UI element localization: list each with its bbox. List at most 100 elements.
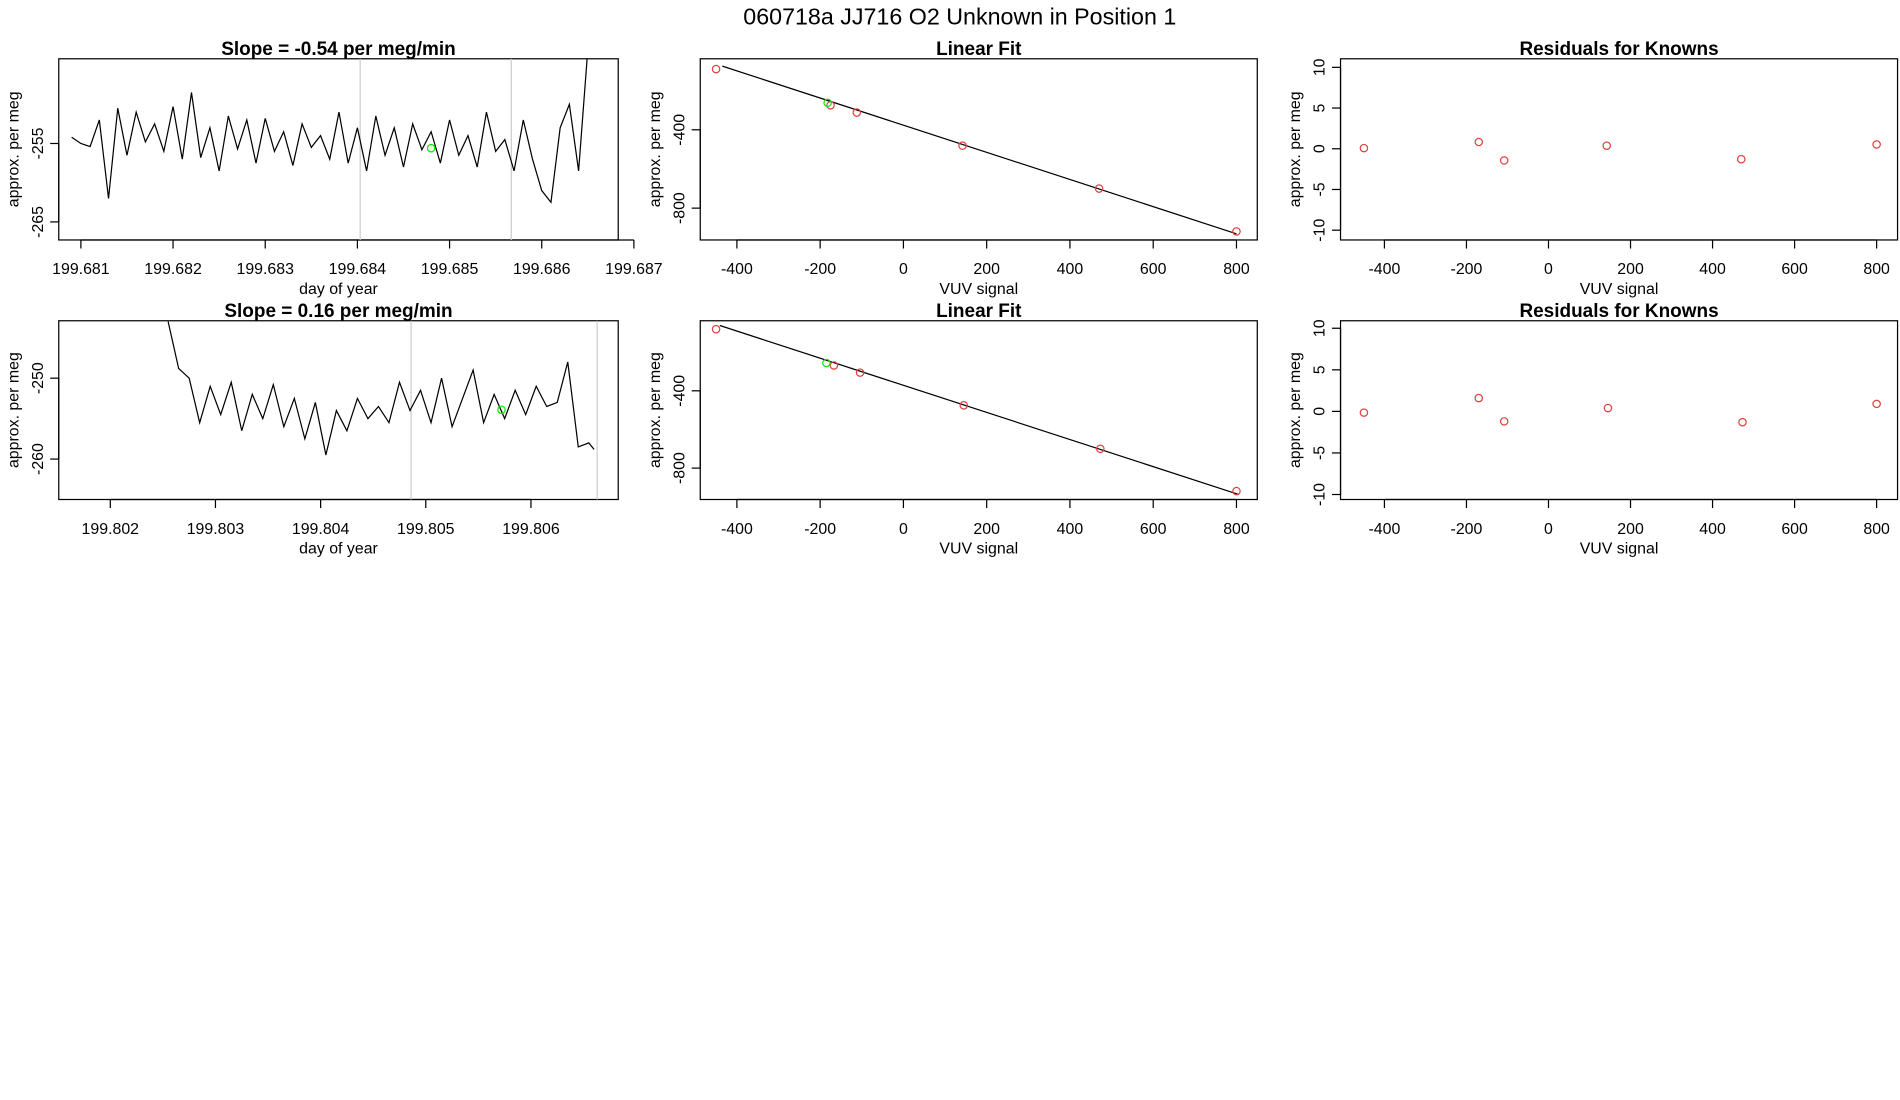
y-tick-label: -800	[671, 452, 688, 484]
x-tick-label: 800	[1223, 521, 1250, 538]
x-tick-label: 199.682	[144, 261, 202, 278]
data-point	[958, 141, 967, 150]
x-tick-label: 800	[1223, 261, 1250, 278]
data-point	[959, 401, 969, 410]
x-axis-label: day of year	[299, 540, 378, 557]
plot-area	[711, 64, 1241, 236]
x-tick-label: 400	[1057, 261, 1084, 278]
x-tick-label: 600	[1781, 261, 1808, 278]
data-point	[822, 358, 831, 368]
data-point	[855, 368, 865, 377]
x-tick-label: 600	[1781, 521, 1808, 538]
plot-box	[1339, 58, 1899, 241]
plot-box	[699, 58, 1258, 241]
panel-title: Residuals for Knowns	[1519, 301, 1718, 322]
figure-title: 060718a JJ716 O2 Unknown in Position 1	[743, 4, 1176, 30]
x-tick-label: -400	[721, 521, 753, 538]
y-tick-label: -255	[30, 127, 47, 159]
x-tick-label: 800	[1863, 521, 1890, 538]
x-axis-label: day of year	[299, 281, 378, 298]
y-axis-label: approx. per meg	[647, 91, 664, 207]
panel: Slope = -0.54 per meg/min 199.681 199.682 1…	[5, 39, 662, 298]
panel-title: Linear Fit	[936, 301, 1022, 322]
data-point	[711, 324, 721, 334]
y-tick-label: -260	[30, 443, 47, 475]
data-point	[497, 405, 506, 415]
x-tick-label: 0	[899, 521, 908, 538]
plot-area	[167, 320, 598, 500]
x-tick-label: 199.681	[52, 261, 110, 278]
data-point	[1232, 227, 1241, 236]
x-tick-label: -200	[1451, 521, 1483, 538]
x-tick-label: 200	[973, 521, 1000, 538]
y-axis-label: approx. per meg	[5, 91, 22, 207]
data-point	[1499, 156, 1509, 165]
data-point	[1474, 393, 1484, 403]
x-tick-label: 199.802	[82, 521, 140, 538]
data-point	[823, 98, 832, 108]
x-tick-label: 199.806	[502, 521, 560, 538]
y-tick-label: -10	[1312, 219, 1329, 242]
data-point	[1872, 140, 1881, 149]
data-point	[1499, 417, 1509, 426]
panel: Residuals for Knowns -400 -200 0 200 400 600 80…	[1287, 39, 1899, 298]
y-tick-label: 5	[1312, 103, 1329, 112]
x-tick-label: -200	[804, 521, 836, 538]
x-tick-label: -400	[1368, 261, 1400, 278]
x-tick-label: 600	[1140, 521, 1167, 538]
panel: Linear Fit -400 -200 0 200 400 600 800 VUV signa…	[647, 39, 1258, 298]
data-line	[722, 65, 1237, 235]
data-point	[1359, 143, 1369, 153]
x-tick-label: 800	[1863, 261, 1890, 278]
data-point	[1359, 408, 1369, 417]
y-axis-label: approx. per meg	[5, 352, 22, 468]
x-tick-label: 200	[1617, 261, 1644, 278]
plot-box	[699, 320, 1258, 501]
panel: Linear Fit -400 -200 0 200 400 600 800 VUV signa…	[647, 301, 1258, 557]
x-tick-label: 199.687	[605, 261, 663, 278]
plot-box	[58, 58, 619, 241]
data-line	[719, 324, 1240, 496]
plot-area	[1359, 137, 1881, 165]
y-axis-label: approx. per meg	[647, 352, 664, 468]
y-tick-label: -5	[1312, 182, 1329, 196]
x-tick-label: 600	[1140, 261, 1167, 278]
y-tick-label: 0	[1312, 407, 1329, 416]
plot-box	[1339, 320, 1899, 501]
panel-title: Slope = 0.16 per meg/min	[224, 301, 452, 322]
data-point	[711, 64, 721, 74]
data-point	[1094, 184, 1104, 193]
x-tick-label: 0	[1544, 521, 1553, 538]
x-axis-label: VUV signal	[939, 540, 1018, 557]
data-point	[829, 361, 839, 370]
y-tick-label: 10	[1312, 319, 1329, 337]
panel: Slope = 0.16 per meg/min 199.802 199.803 19…	[5, 301, 619, 557]
x-tick-label: 200	[973, 261, 1000, 278]
x-tick-label: -400	[1368, 521, 1400, 538]
x-tick-label: 200	[1617, 521, 1644, 538]
y-tick-label: -10	[1312, 483, 1329, 506]
y-axis-label: approx. per meg	[1287, 352, 1304, 468]
data-line	[71, 58, 588, 204]
y-tick-label: 10	[1312, 58, 1329, 76]
data-point	[426, 143, 436, 153]
plot-area	[711, 324, 1241, 496]
data-point	[1603, 403, 1613, 413]
x-tick-label: 0	[899, 261, 908, 278]
x-tick-label: -200	[804, 261, 836, 278]
data-point	[1232, 486, 1241, 496]
x-axis-label: VUV signal	[1580, 540, 1659, 557]
x-tick-label: 199.686	[513, 261, 571, 278]
data-line	[167, 321, 595, 456]
data-point	[1738, 417, 1747, 427]
data-point	[1736, 154, 1746, 164]
data-point	[826, 101, 835, 110]
y-tick-label: -800	[671, 192, 688, 224]
data-point	[1872, 399, 1881, 409]
x-tick-label: 400	[1699, 261, 1726, 278]
data-point	[1474, 137, 1484, 147]
x-tick-label: -200	[1451, 261, 1483, 278]
y-tick-label: -400	[671, 114, 688, 146]
